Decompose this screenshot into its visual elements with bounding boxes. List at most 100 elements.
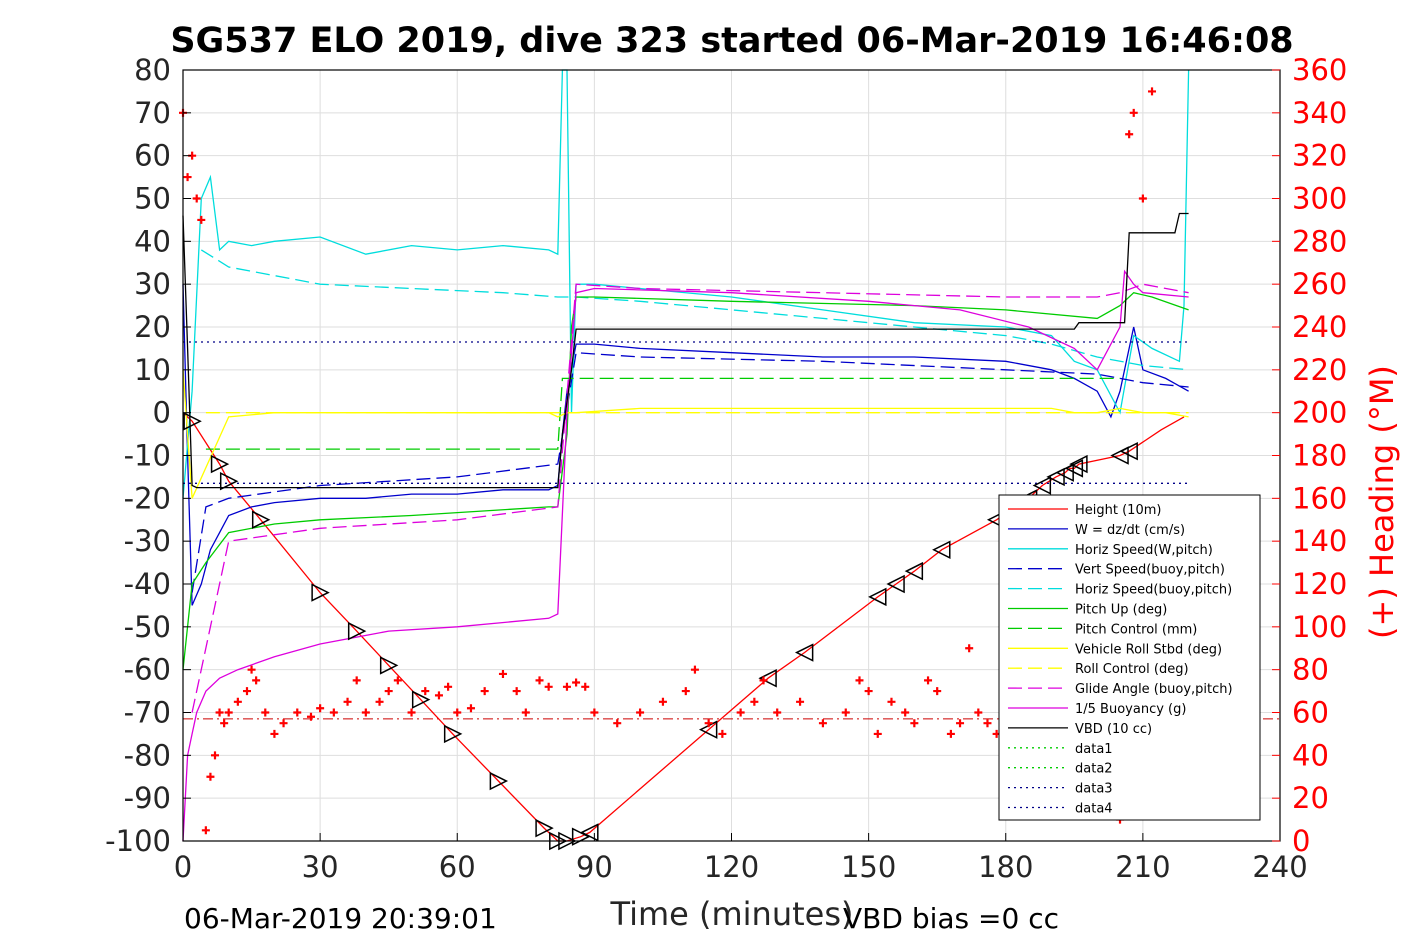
height-point-marker [1064,459,1084,478]
right-y-tick-label: 100 [1292,610,1347,644]
footer-vbd-bias: VBD bias =0 cc [843,902,1059,935]
x-axis-label: Time (minutes) [610,895,854,933]
height-point-marker [1110,446,1129,465]
height-point-marker [210,454,230,474]
legend-label: Pitch Up (deg) [1075,603,1167,618]
height-point-marker [311,583,330,602]
right-y-tick-label: 200 [1292,396,1347,430]
heading-marker [933,687,942,696]
series-line-1-5-buoyancy-g [182,269,1189,842]
height-point-marker [1055,463,1074,482]
height-point-marker [1046,467,1065,487]
height-point-marker [535,818,554,838]
legend-label: Vehicle Roll Stbd (deg) [1075,642,1222,657]
x-tick-label: 30 [302,850,339,884]
series-line-pitch-control-mm [205,377,1120,450]
height-point-marker [868,587,887,607]
heading-marker [636,708,645,717]
height-point-marker [904,561,924,581]
heading-marker [965,644,974,653]
y-tick-label: 80 [134,53,171,87]
heading-marker [293,708,302,717]
y-tick-label: 70 [134,96,171,130]
legend-label: Pitch Control (mm) [1075,622,1197,637]
series-line-horiz-speed-buoy-pitch [200,249,1189,371]
legend-label: Horiz Speed(W,pitch) [1075,543,1213,558]
y-tick-label: 10 [134,353,171,387]
y-tick-label: 60 [134,139,171,173]
heading-marker [581,682,590,691]
heading-marker [247,665,256,674]
y-tick-label: 20 [134,310,171,344]
y-tick-label: -100 [105,824,171,858]
heading-marker [192,194,201,203]
right-y-tick-label: 320 [1292,139,1347,173]
heading-marker [681,687,690,696]
right-y-tick-label: 360 [1292,53,1347,87]
heading-marker [361,708,370,717]
height-point-marker [347,621,367,641]
heading-marker [421,687,430,696]
right-y-tick-label: 240 [1292,310,1347,344]
heading-marker [215,708,224,717]
heading-marker [796,697,805,706]
legend-label: data1 [1075,742,1113,757]
y-tick-label: 0 [153,396,171,430]
heading-marker [956,719,965,728]
x-tick-label: 60 [439,850,476,884]
right-y-tick-label: 120 [1292,567,1347,601]
footer-timestamp: 06-Mar-2019 20:39:01 [184,902,497,935]
x-tick-label: 150 [841,850,896,884]
height-point-marker [411,690,431,709]
heading-marker [201,826,210,835]
heading-marker [252,676,261,685]
heading-marker [393,676,402,685]
heading-marker [453,708,462,717]
heading-marker [197,215,206,224]
right-y-tick-label: 300 [1292,182,1347,216]
heading-marker [434,691,443,700]
legend-label: Height (10m) [1075,503,1161,518]
axis-ticks: 0 30 60 90 120 150 180 210 24080706050403020100-… [105,53,1347,884]
series-line-pitch-up-deg [182,291,1189,670]
height-point-marker [183,412,202,431]
heading-marker [220,719,229,728]
legend-label: data3 [1075,782,1113,797]
x-tick-label: 210 [1115,850,1170,884]
legend-label: data4 [1075,802,1113,817]
heading-marker [183,173,192,182]
legend-label: Horiz Speed(buoy,pitch) [1075,583,1232,598]
right-y-tick-label: 280 [1292,224,1347,258]
heading-marker [887,697,896,706]
legend-label: 1/5 Buoyancy (g) [1075,702,1186,717]
legend: Height (10m) W = dz/dt (cm/s) Horiz Speed(… [998,494,1261,821]
heading-marker [901,708,910,717]
height-point-marker [580,823,599,842]
heading-marker [910,719,919,728]
x-tick-label: 90 [576,850,613,884]
y-tick-label: -80 [124,738,171,772]
height-point-marker [489,771,509,791]
heading-marker [352,676,361,685]
chart-title: SG537 ELO 2019, dive 323 started 06-Mar-… [170,21,1293,61]
height-point-marker [1119,442,1138,461]
series-line-w-dz-dt-cm-s [182,284,1189,606]
series-line-vert-speed-buoy-pitch [191,352,1189,593]
right-y-tick-label: 40 [1292,738,1329,772]
legend-label: Roll Control (deg) [1075,662,1189,677]
height-point-marker [794,643,814,662]
heading-marker [1138,194,1147,203]
heading-marker [873,729,882,738]
heading-marker [946,729,955,738]
heading-marker [466,704,475,713]
height-point-marker [219,471,239,491]
height-point-marker [932,540,951,559]
y-tick-label: -30 [124,524,171,558]
heading-marker [1129,108,1138,117]
heading-marker [343,697,352,706]
heading-marker [242,687,251,696]
height-point-marker [758,669,777,688]
heading-marker [279,719,288,728]
series-line-vbd-10-cc [182,212,1189,489]
